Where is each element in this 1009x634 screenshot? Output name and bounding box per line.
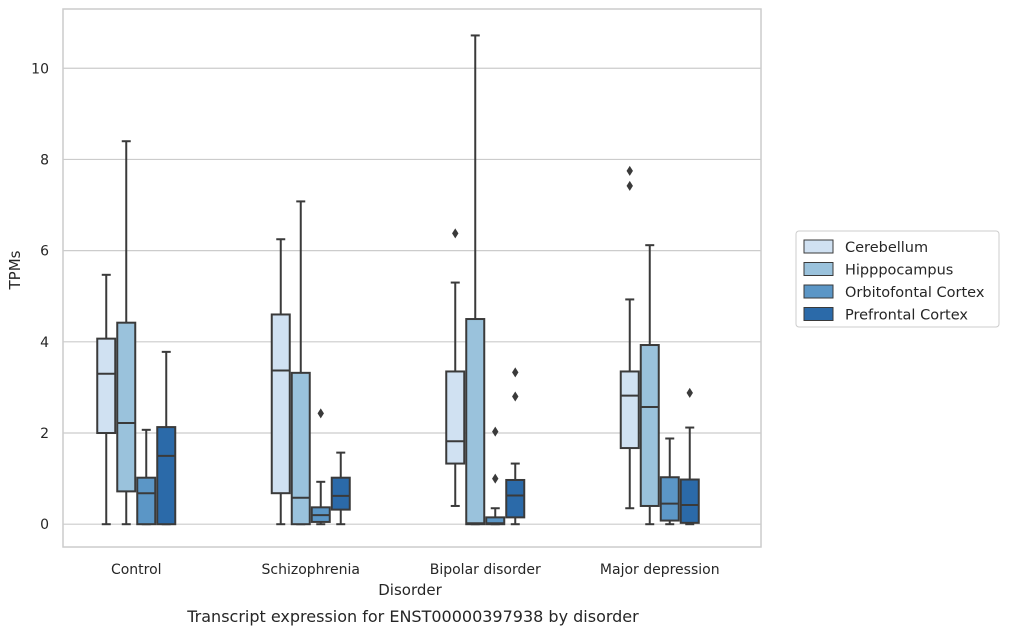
x-axis-label: Disorder	[378, 581, 442, 599]
box-group	[330, 451, 351, 526]
x-tick-label: Schizophrenia	[262, 562, 360, 578]
legend-swatch	[803, 307, 834, 321]
box-group	[156, 350, 177, 526]
box	[290, 371, 311, 526]
box-group	[136, 428, 157, 526]
box	[116, 321, 137, 493]
axis-ticks: 0 2 4 6 8 10 Control Schizophrenia Bipolar disor…	[31, 61, 719, 578]
legend-label: Orbitofontal Cortex	[845, 285, 985, 301]
grid	[63, 67, 761, 525]
box-group	[485, 426, 506, 526]
legend-item: Hipppocampus	[803, 262, 953, 279]
box-group	[619, 165, 640, 510]
y-tick-label: 6	[40, 244, 49, 260]
chart-caption: Transcript expression for ENST0000039793…	[186, 607, 639, 626]
box-group	[445, 228, 466, 507]
legend-swatch	[803, 262, 834, 276]
box-group	[659, 437, 680, 526]
box	[659, 476, 680, 522]
box	[270, 313, 291, 495]
box	[505, 478, 526, 519]
box	[156, 426, 177, 526]
outlier-point	[512, 391, 519, 402]
legend-item: Prefrontal Cortex	[803, 307, 968, 324]
plot-area	[62, 8, 762, 548]
box-group	[465, 34, 486, 526]
box	[445, 370, 466, 465]
y-tick-label: 8	[40, 152, 49, 168]
outlier-point	[686, 387, 693, 398]
y-tick-label: 2	[40, 426, 49, 442]
box-group	[116, 140, 137, 526]
legend-item: Cerebellum	[803, 239, 928, 256]
box-group	[639, 244, 660, 526]
outlier-point	[492, 473, 499, 484]
y-tick-label: 0	[40, 517, 49, 533]
x-tick-label: Control	[111, 562, 162, 578]
legend-swatch	[803, 239, 834, 254]
box	[96, 337, 117, 435]
outlier-point	[626, 165, 633, 176]
box-group	[290, 200, 311, 526]
box-group	[270, 238, 291, 526]
y-tick-label: 4	[40, 335, 49, 351]
outlier-point	[452, 228, 459, 239]
y-tick-label: 10	[31, 61, 49, 77]
boxplot-series	[96, 34, 700, 526]
box-group	[96, 273, 117, 526]
outlier-point	[317, 408, 324, 419]
outlier-point	[512, 367, 519, 378]
box	[619, 370, 640, 450]
box	[465, 318, 486, 526]
legend-item: Orbitofontal Cortex	[803, 284, 985, 301]
legend-frame	[795, 230, 1000, 328]
box	[136, 476, 157, 526]
x-tick-label: Bipolar disorder	[430, 562, 541, 578]
outlier-point	[492, 426, 499, 437]
box	[330, 476, 351, 511]
legend-label: Hipppocampus	[845, 263, 953, 279]
legend: Cerebellum Hipppocampus Orbitofontal Corte…	[795, 230, 1000, 328]
box-group	[679, 387, 700, 526]
legend-label: Prefrontal Cortex	[845, 308, 968, 324]
box-group	[310, 408, 331, 526]
box	[679, 478, 700, 524]
legend-swatch	[803, 284, 834, 299]
y-axis-label: TPMs	[6, 250, 24, 290]
box-group	[505, 367, 526, 526]
x-tick-label: Major depression	[600, 562, 720, 578]
outlier-point	[626, 180, 633, 191]
box	[639, 344, 660, 507]
legend-label: Cerebellum	[845, 240, 928, 256]
